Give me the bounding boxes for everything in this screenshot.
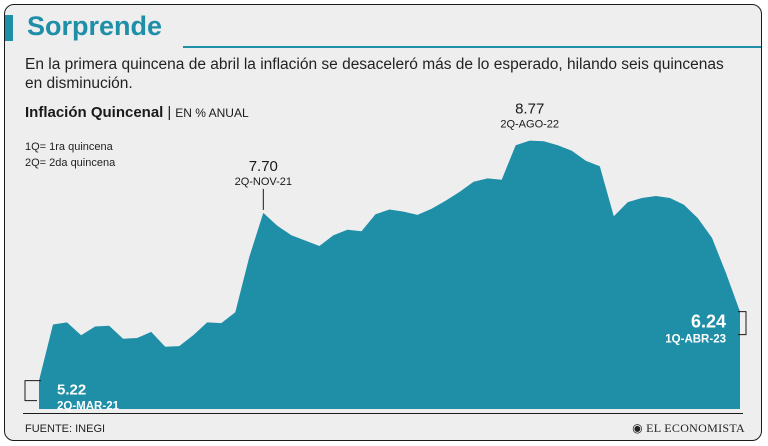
annotation-value: 6.24 <box>691 312 726 332</box>
globe-icon: ◉ <box>632 421 643 435</box>
title-divider <box>183 46 761 48</box>
infographic-frame: Sorprende En la primera quincena de abri… <box>4 4 762 441</box>
annotation-bracket <box>24 380 41 402</box>
inflation-area <box>39 140 740 409</box>
annotation-label: 2Q-MAR-21 <box>57 401 120 413</box>
footer-divider <box>23 413 743 414</box>
chart-title-separator: | <box>167 104 172 121</box>
legend-item-2q: 2Q= 2da quincena <box>25 157 116 169</box>
annotation-value: 5.22 <box>57 382 86 399</box>
page-subtitle: En la primera quincena de abril la infla… <box>25 56 724 92</box>
annotation-label: 1Q-ABR-23 <box>665 334 726 346</box>
brand-logo: ◉ EL ECONOMISTA <box>632 421 745 436</box>
annotation-label: 2Q-AGO-22 <box>500 119 559 131</box>
page-title: Sorprende <box>27 11 163 41</box>
annotation-value: 8.77 <box>515 101 544 118</box>
annotation-value: 7.70 <box>249 158 278 175</box>
brand-name: EL ECONOMISTA <box>646 421 745 435</box>
chart-title: Inflación Quincenal <box>25 104 164 121</box>
title-accent-bar <box>5 15 13 41</box>
chart-title-row: Inflación Quincenal | EN % ANUAL <box>25 104 249 121</box>
chart-legend: 1Q= 1ra quincena 2Q= 2da quincena <box>25 139 115 171</box>
source-note: FUENTE: INEGI <box>25 423 106 435</box>
annotation-label: 2Q-NOV-21 <box>235 176 292 188</box>
annotation-bracket <box>738 311 747 336</box>
legend-item-1q: 1Q= 1ra quincena <box>25 141 113 153</box>
chart-unit: EN % ANUAL <box>175 106 249 120</box>
